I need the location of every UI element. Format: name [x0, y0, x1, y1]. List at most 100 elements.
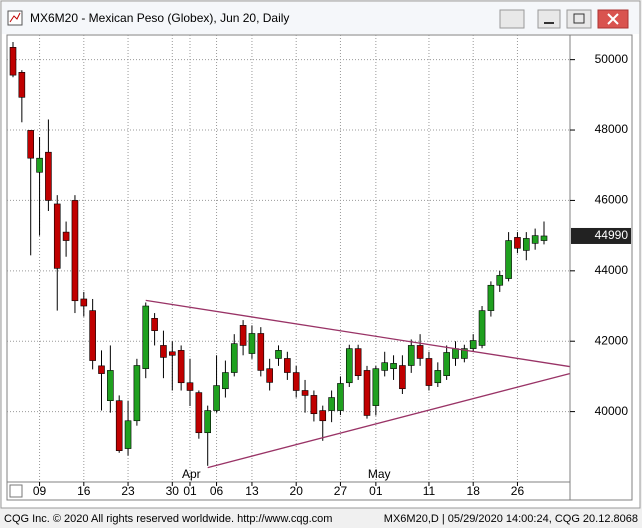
candle-body: [124, 420, 132, 449]
chart-title: MX6M20 - Mexican Peso (Globex), Jun 20, …: [30, 11, 289, 25]
candle-body: [328, 397, 335, 411]
candle-body: [18, 72, 26, 98]
candle-body: [522, 238, 530, 251]
minimize-button[interactable]: [537, 9, 561, 29]
candle-body: [487, 284, 495, 311]
candle-body: [62, 231, 70, 241]
candle-body: [89, 310, 96, 361]
candle-body: [354, 348, 362, 377]
month-label: Apr: [182, 467, 201, 481]
x-tick-label: 30: [166, 484, 180, 498]
trendline: [145, 299, 570, 368]
y-tick-label: 40000: [595, 404, 629, 418]
candle-body: [80, 298, 88, 307]
last-price-label: 44990: [595, 228, 629, 242]
candle-body: [443, 352, 450, 377]
window-buttons[interactable]: [499, 9, 629, 29]
last-price-box: [571, 227, 631, 244]
candle-body: [381, 362, 389, 371]
candle-body: [142, 305, 150, 369]
trendline: [207, 372, 570, 469]
x-tick-label: 27: [334, 484, 348, 498]
candle-body: [292, 372, 300, 391]
candle-body: [319, 410, 327, 422]
plot-area: [6, 34, 571, 483]
corner-box: [9, 484, 23, 498]
y-tick-label: 42000: [595, 333, 629, 347]
candle-body: [160, 345, 167, 358]
candle-body: [505, 240, 512, 279]
x-axis-strip: [6, 481, 571, 501]
candle-body: [45, 151, 52, 201]
candle-body: [478, 310, 486, 346]
candle-body: [36, 157, 43, 173]
candle-body: [461, 348, 468, 359]
candle-body: [514, 237, 521, 249]
candle-body: [248, 333, 256, 354]
candle-body: [222, 372, 229, 390]
candle-body: [452, 348, 459, 359]
x-tick-label: 16: [77, 484, 91, 498]
candle-body: [115, 400, 123, 451]
x-tick-label: 26: [511, 484, 525, 498]
candle-body: [407, 345, 415, 366]
candle-body: [169, 351, 176, 356]
candle-body: [301, 390, 309, 396]
title-bar: [2, 2, 639, 34]
candle-body: [107, 370, 114, 401]
candle-body: [151, 318, 158, 331]
x-tick-label: 13: [245, 484, 259, 498]
candle-body: [195, 392, 203, 434]
footer-left: CQG Inc. © 2020 All rights reserved worl…: [4, 513, 332, 525]
candle-body: [186, 382, 194, 391]
candle-body: [399, 365, 406, 390]
candle-body: [213, 385, 220, 411]
link-button[interactable]: [499, 9, 525, 29]
candle-body: [425, 358, 433, 386]
candle-body: [230, 343, 238, 373]
candle-body: [71, 200, 79, 302]
candle-body: [496, 275, 504, 286]
x-tick-label: 11: [423, 484, 436, 498]
x-tick-label: 09: [33, 484, 47, 498]
candle-body: [53, 203, 61, 269]
candle-body: [284, 358, 291, 373]
candle-body: [434, 370, 442, 384]
candle-body: [204, 410, 211, 434]
candle-body: [372, 368, 380, 406]
candle-body: [469, 340, 477, 349]
candle-body: [177, 350, 185, 384]
y-tick-label: 46000: [595, 193, 629, 207]
candle-body: [531, 235, 539, 244]
candle-body: [416, 345, 424, 359]
candle-body: [275, 350, 282, 359]
maximize-button[interactable]: [566, 9, 592, 29]
month-label: May: [368, 467, 391, 481]
candle-body: [9, 47, 17, 76]
candle-body: [266, 368, 273, 383]
candle-body: [27, 130, 35, 159]
candle-body: [133, 365, 141, 422]
x-tick-label: 18: [467, 484, 481, 498]
candle-body: [363, 370, 371, 416]
candle-body: [345, 348, 353, 384]
candle-body: [310, 395, 318, 415]
candle-body: [98, 365, 105, 374]
y-axis-strip: [569, 34, 633, 501]
y-tick-label: 44000: [595, 263, 629, 277]
x-tick-label: 06: [210, 484, 224, 498]
y-tick-label: 48000: [595, 122, 629, 136]
window-icon: [7, 10, 23, 26]
x-tick-label: 01: [183, 484, 197, 498]
x-tick-label: 23: [121, 484, 135, 498]
candle-body: [390, 363, 397, 369]
footer-right: MX6M20,D | 05/29/2020 14:00:24, CQG 20.1…: [384, 513, 638, 525]
candle-body: [239, 325, 247, 346]
candle-body: [337, 383, 344, 411]
x-tick-label: 01: [369, 484, 383, 498]
y-tick-label: 50000: [595, 52, 629, 66]
x-tick-label: 20: [290, 484, 304, 498]
candle-body: [257, 333, 265, 371]
candle-body: [540, 235, 548, 241]
